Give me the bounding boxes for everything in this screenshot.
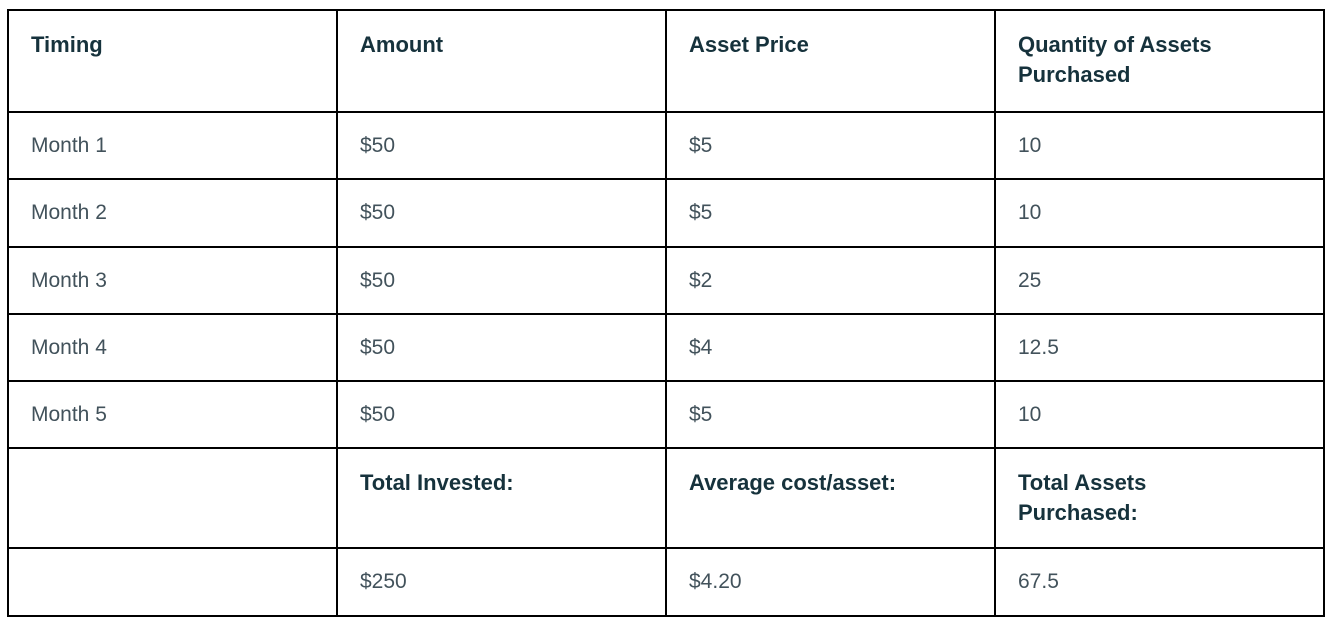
- total-invested-value-cell: $250: [336, 546, 667, 617]
- average-cost-label: Average cost/asset:: [689, 470, 897, 496]
- cell-quantity: 25: [994, 245, 1325, 315]
- cell-amount: $50: [336, 312, 667, 383]
- total-invested-label-cell: Total Invested:: [336, 447, 667, 549]
- cell-timing: Month 2: [7, 178, 338, 248]
- quantity-value: 10: [1018, 403, 1042, 427]
- total-assets-label: Total Assets Purchased:: [1018, 470, 1147, 526]
- asset-price-value: $4: [689, 335, 713, 359]
- table-row-month-5: Month 5 $50 $5 10: [7, 380, 1325, 450]
- dca-table: Timing Amount Asset Price Quantity of As…: [7, 9, 1325, 617]
- average-cost-value-cell: $4.20: [665, 546, 996, 617]
- amount-value: $50: [360, 268, 396, 292]
- timing-value: Month 3: [31, 268, 107, 292]
- asset-price-value: $5: [689, 201, 713, 225]
- cell-asset-price: $5: [665, 178, 996, 248]
- column-header-quantity-label: Quantity of Assets Purchased: [1018, 32, 1212, 87]
- cell-quantity: 10: [994, 380, 1325, 450]
- summary-label-row: Total Invested: Average cost/asset: Tota…: [7, 447, 1325, 549]
- total-invested-label: Total Invested:: [360, 470, 514, 496]
- amount-value: $50: [360, 335, 396, 359]
- total-assets-label-cell: Total Assets Purchased:: [994, 447, 1325, 549]
- column-header-quantity: Quantity of Assets Purchased: [994, 9, 1325, 113]
- cell-timing: Month 3: [7, 245, 338, 315]
- table-row-month-3: Month 3 $50 $2 25: [7, 245, 1325, 315]
- asset-price-value: $5: [689, 134, 713, 157]
- cell-amount: $50: [336, 110, 667, 181]
- column-header-timing: Timing: [7, 9, 338, 113]
- cell-quantity: 10: [994, 178, 1325, 248]
- quantity-value: 25: [1018, 268, 1042, 292]
- timing-value: Month 5: [31, 403, 107, 427]
- cell-quantity: 12.5: [994, 312, 1325, 383]
- cell-timing: Month 5: [7, 380, 338, 450]
- timing-value: Month 2: [31, 201, 107, 225]
- column-header-asset-price: Asset Price: [665, 9, 996, 113]
- asset-price-value: $2: [689, 268, 713, 292]
- quantity-value: 10: [1018, 134, 1042, 157]
- amount-value: $50: [360, 134, 396, 157]
- average-cost-value: $4.20: [689, 569, 742, 593]
- table-row-month-1: Month 1 $50 $5 10: [7, 110, 1325, 181]
- summary-value-row: $250 $4.20 67.5: [7, 546, 1325, 617]
- table-row-month-2: Month 2 $50 $5 10: [7, 178, 1325, 248]
- amount-value: $50: [360, 201, 396, 225]
- cell-amount: $50: [336, 380, 667, 450]
- column-header-asset-price-label: Asset Price: [689, 32, 809, 57]
- table-header-row: Timing Amount Asset Price Quantity of As…: [7, 9, 1325, 113]
- cell-quantity: 10: [994, 110, 1325, 181]
- cell-asset-price: $4: [665, 312, 996, 383]
- average-cost-label-cell: Average cost/asset:: [665, 447, 996, 549]
- cell-amount: $50: [336, 245, 667, 315]
- timing-value: Month 4: [31, 335, 107, 359]
- table-row-month-4: Month 4 $50 $4 12.5: [7, 312, 1325, 383]
- cell-timing: Month 4: [7, 312, 338, 383]
- quantity-value: 10: [1018, 201, 1042, 225]
- column-header-amount-label: Amount: [360, 32, 444, 57]
- column-header-amount: Amount: [336, 9, 667, 113]
- empty-cell: [7, 546, 338, 617]
- cell-asset-price: $5: [665, 110, 996, 181]
- dca-table-container: Timing Amount Asset Price Quantity of As…: [7, 9, 1325, 617]
- total-invested-value: $250: [360, 569, 407, 593]
- amount-value: $50: [360, 403, 396, 427]
- timing-value: Month 1: [31, 134, 107, 157]
- empty-cell: [7, 447, 338, 549]
- asset-price-value: $5: [689, 403, 713, 427]
- total-assets-value: 67.5: [1018, 569, 1059, 593]
- cell-amount: $50: [336, 178, 667, 248]
- column-header-timing-label: Timing: [31, 32, 103, 57]
- cell-timing: Month 1: [7, 110, 338, 181]
- quantity-value: 12.5: [1018, 335, 1059, 359]
- cell-asset-price: $2: [665, 245, 996, 315]
- cell-asset-price: $5: [665, 380, 996, 450]
- total-assets-value-cell: 67.5: [994, 546, 1325, 617]
